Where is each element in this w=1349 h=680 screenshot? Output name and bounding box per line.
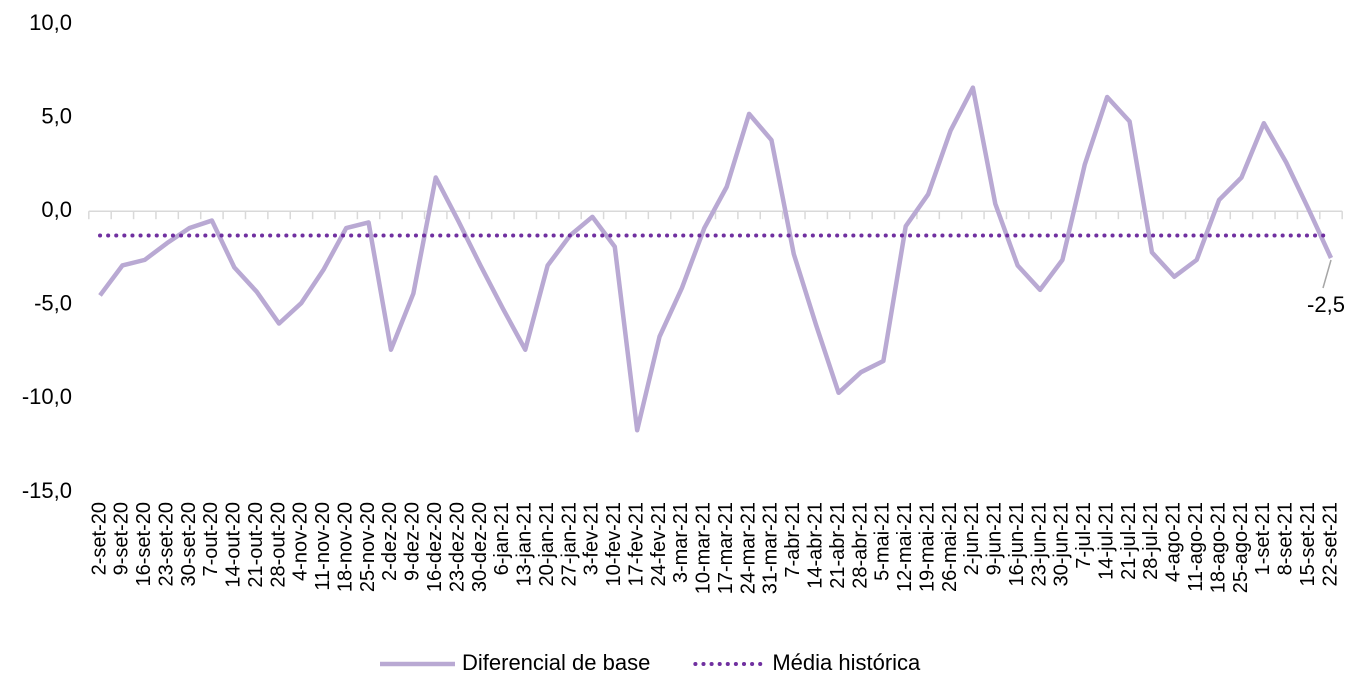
x-tick-label: 23-jun-21 — [1028, 502, 1050, 587]
x-tick-label: 7-abr-21 — [782, 502, 804, 578]
x-tick-label: 22-set-21 — [1319, 502, 1341, 587]
x-tick-label: 1-set-21 — [1252, 502, 1274, 575]
x-tick-label: 20-jan-21 — [536, 502, 558, 587]
x-tick-label: 7-jul-21 — [1073, 502, 1095, 569]
x-tick-label: 15-set-21 — [1297, 502, 1319, 587]
x-tick-label: 3-mar-21 — [670, 502, 692, 583]
x-tick-label: 17-mar-21 — [715, 502, 737, 594]
y-tick-label: -10,0 — [22, 384, 72, 409]
x-tick-label: 3-fev-21 — [581, 502, 603, 575]
x-tick-label: 18-nov-20 — [334, 502, 356, 592]
legend-label: Diferencial de base — [462, 650, 650, 675]
x-tick-label: 4-ago-21 — [1163, 502, 1185, 582]
x-tick-label: 9-set-20 — [111, 502, 133, 575]
x-tick-label: 18-ago-21 — [1207, 502, 1229, 593]
x-tick-label: 7-out-20 — [200, 502, 222, 577]
x-tick-label: 30-set-20 — [178, 502, 200, 587]
x-tick-label: 25-ago-21 — [1230, 502, 1252, 593]
series-line — [98, 85, 1334, 433]
x-tick-label: 24-mar-21 — [737, 502, 759, 594]
x-tick-label: 6-jan-21 — [491, 502, 513, 575]
y-tick-label: -5,0 — [34, 291, 72, 316]
x-tick-label: 16-jun-21 — [1006, 502, 1028, 587]
x-tick-label: 14-abr-21 — [804, 502, 826, 589]
label-leader — [1322, 259, 1332, 289]
x-tick-label: 28-out-20 — [267, 502, 289, 588]
x-tick-label: 23-dez-20 — [446, 502, 468, 592]
x-tick-label: 12-mai-21 — [894, 502, 916, 592]
x-tick-label: 10-fev-21 — [603, 502, 625, 587]
x-tick-label: 11-nov-20 — [312, 502, 334, 591]
x-tick-label: 30-jun-21 — [1051, 502, 1073, 587]
x-tick-label: 9-dez-20 — [402, 502, 424, 581]
y-tick-label: 5,0 — [41, 103, 72, 128]
x-tick-label: 21-out-20 — [245, 502, 267, 588]
x-tick-label: 2-dez-20 — [379, 502, 401, 581]
x-tick-label: 21-abr-21 — [827, 502, 849, 589]
x-tick-label: 2-set-20 — [88, 502, 110, 575]
x-tick-label: 14-out-20 — [223, 502, 245, 588]
x-tick-label: 24-fev-21 — [648, 502, 670, 587]
x-tick-label: 16-dez-20 — [424, 502, 446, 592]
x-tick-label: 31-mar-21 — [760, 502, 782, 594]
x-tick-label: 23-set-20 — [155, 502, 177, 587]
x-tick-label: 4-nov-20 — [290, 502, 312, 581]
x-tick-label: 30-dez-20 — [469, 502, 491, 592]
x-tick-label: 10-mar-21 — [693, 502, 715, 594]
x-tick-label: 27-jan-21 — [558, 502, 580, 587]
y-tick-label: 10,0 — [29, 10, 72, 35]
x-tick-label: 26-mai-21 — [939, 502, 961, 592]
x-tick-label: 25-nov-20 — [357, 502, 379, 592]
x-tick-label: 11-ago-21 — [1185, 502, 1207, 592]
x-tick-label: 2-jun-21 — [961, 502, 983, 575]
x-tick-label: 28-abr-21 — [849, 502, 871, 589]
data-label: -2,5 — [1307, 292, 1345, 317]
y-tick-label: 0,0 — [41, 197, 72, 222]
x-tick-label: 5-mai-21 — [872, 502, 894, 581]
x-tick-label: 8-set-21 — [1275, 502, 1297, 575]
x-tick-label: 19-mai-21 — [916, 502, 938, 592]
x-tick-label: 17-fev-21 — [625, 502, 647, 587]
x-tick-label: 21-jul-21 — [1118, 502, 1140, 580]
x-tick-label: 9-jun-21 — [984, 502, 1006, 575]
y-tick-label: -15,0 — [22, 478, 72, 503]
x-tick-label: 28-jul-21 — [1140, 502, 1162, 580]
x-tick-label: 14-jul-21 — [1095, 502, 1117, 580]
legend-label: Média histórica — [772, 650, 921, 675]
x-tick-label: 13-jan-21 — [514, 502, 536, 587]
x-tick-label: 16-set-20 — [133, 502, 155, 587]
